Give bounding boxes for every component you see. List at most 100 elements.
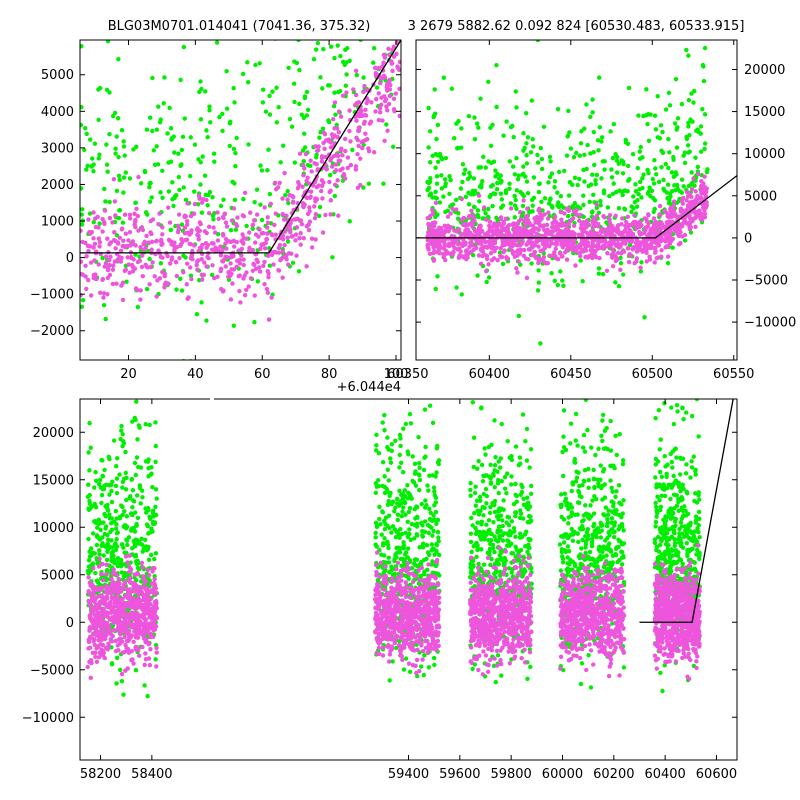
data-point	[301, 235, 306, 241]
data-point	[301, 159, 307, 164]
data-point	[443, 183, 448, 189]
data-point	[332, 182, 338, 187]
data-point	[84, 286, 89, 292]
data-point	[512, 193, 517, 199]
data-point	[436, 535, 441, 540]
data-point	[220, 231, 226, 237]
data-point	[513, 444, 519, 449]
data-point	[486, 275, 492, 280]
data-point	[130, 419, 135, 424]
data-point	[87, 498, 92, 504]
data-point	[398, 443, 403, 449]
data-point	[436, 538, 441, 544]
data-point	[697, 196, 702, 201]
data-point	[657, 203, 663, 209]
data-point	[549, 203, 555, 209]
data-point	[461, 171, 467, 177]
data-point	[486, 206, 491, 212]
data-point	[691, 216, 696, 221]
data-point	[460, 179, 465, 185]
data-point	[514, 155, 519, 161]
data-point	[233, 163, 238, 169]
data-point	[584, 224, 589, 229]
data-point	[273, 232, 279, 237]
data-point	[521, 198, 526, 203]
data-point	[291, 195, 296, 200]
data-point	[134, 144, 139, 149]
data-point	[531, 144, 536, 149]
data-point	[116, 173, 122, 179]
data-point	[447, 241, 452, 246]
data-point	[459, 292, 464, 297]
data-point	[86, 507, 92, 513]
data-point	[589, 445, 594, 450]
data-point	[492, 534, 497, 539]
data-point	[410, 358, 414, 362]
data-point	[182, 116, 188, 121]
data-point	[104, 557, 110, 563]
data-point	[287, 223, 292, 228]
data-point	[647, 185, 652, 190]
data-point	[433, 286, 438, 292]
data-point	[280, 237, 286, 242]
data-point	[271, 262, 276, 267]
data-point	[582, 152, 587, 157]
plot-area	[85, 358, 734, 699]
data-point	[407, 412, 413, 417]
data-point	[464, 248, 469, 253]
data-point	[546, 180, 551, 185]
data-point	[694, 196, 699, 202]
data-point	[529, 197, 535, 203]
data-point	[344, 90, 349, 95]
data-point	[189, 276, 194, 282]
data-point	[417, 460, 422, 466]
data-point	[334, 152, 340, 157]
data-point	[486, 444, 491, 450]
data-point	[373, 490, 379, 496]
data-point	[264, 225, 270, 230]
data-point	[537, 206, 542, 212]
data-point	[267, 191, 273, 197]
data-point	[463, 233, 468, 239]
data-point	[308, 163, 313, 168]
data-point	[472, 115, 477, 120]
data-point	[123, 267, 129, 272]
data-point	[513, 513, 518, 519]
data-point	[642, 314, 647, 320]
data-point	[581, 202, 586, 208]
data-point	[704, 200, 709, 205]
data-point	[495, 478, 501, 483]
data-point	[633, 182, 638, 187]
data-point	[191, 243, 197, 248]
data-point	[610, 247, 615, 252]
data-point	[347, 108, 352, 113]
data-point	[382, 55, 388, 60]
data-point	[490, 545, 496, 551]
data-point	[300, 184, 305, 190]
data-point	[94, 578, 100, 583]
data-point	[682, 232, 688, 238]
data-point	[435, 460, 441, 465]
data-point	[433, 195, 438, 200]
data-point	[172, 194, 178, 199]
data-point	[311, 57, 317, 62]
data-point	[432, 503, 437, 508]
data-point	[361, 121, 367, 126]
data-point	[609, 167, 614, 172]
data-point	[436, 233, 441, 238]
data-point	[228, 297, 234, 302]
data-point	[480, 479, 486, 484]
data-point	[681, 153, 686, 158]
data-point	[382, 536, 387, 541]
data-point	[674, 127, 679, 132]
data-point	[276, 268, 282, 273]
data-point	[266, 317, 272, 322]
data-point	[485, 531, 490, 536]
data-point	[674, 172, 679, 177]
data-point	[417, 487, 422, 493]
data-point	[521, 131, 526, 136]
data-point	[514, 188, 520, 193]
data-point	[391, 144, 396, 150]
data-point	[250, 222, 255, 228]
